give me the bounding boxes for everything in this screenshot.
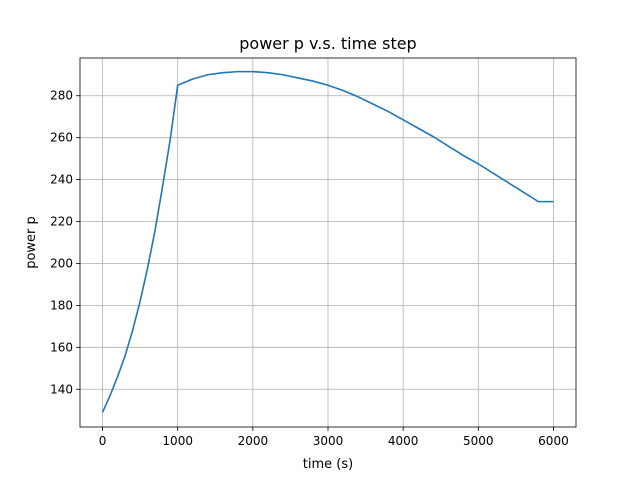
series-line [101,70,554,413]
series-layer [101,70,554,413]
grid-lines [80,58,576,427]
x-axis-label: time (s) [303,457,353,472]
x-tick-label: 1000 [162,434,193,448]
y-axis-label: power p [24,216,39,269]
x-tick-label: 4000 [388,434,419,448]
axis-ticks: 0 1000 2000 3000 4000 5000 6000 140 160 180 200 220… [50,89,569,448]
y-tick-label: 280 [50,89,73,103]
chart-title: power p v.s. time step [239,34,416,53]
x-tick-label: 6000 [538,434,569,448]
y-tick-label: 260 [50,131,73,145]
x-tick-label: 3000 [313,434,344,448]
y-tick-label: 160 [50,340,73,354]
x-tick-label: 5000 [463,434,494,448]
y-tick-label: 180 [50,298,73,312]
y-tick-label: 140 [50,382,73,396]
x-tick-label: 0 [99,434,107,448]
y-tick-label: 200 [50,256,73,270]
y-tick-label: 240 [50,173,73,187]
x-tick-label: 2000 [238,434,269,448]
y-tick-label: 220 [50,215,73,229]
